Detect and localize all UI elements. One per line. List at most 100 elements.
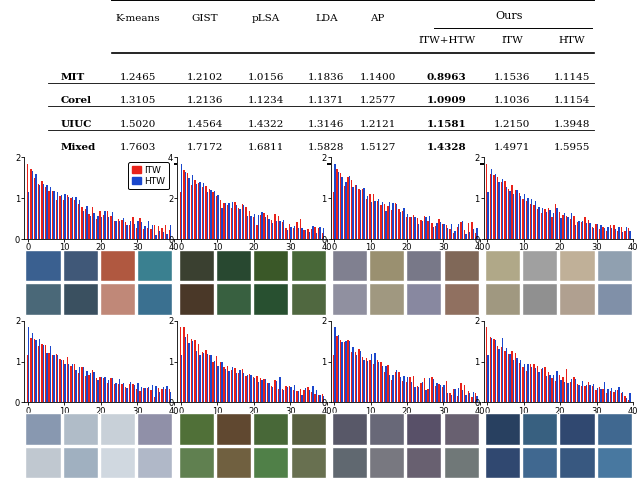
Bar <box>499 182 500 239</box>
Text: 1.4322: 1.4322 <box>248 120 284 129</box>
Bar <box>67 357 68 403</box>
Bar <box>76 370 77 403</box>
Bar <box>31 171 33 239</box>
Bar <box>493 175 495 239</box>
Bar <box>65 363 66 403</box>
Bar <box>445 381 447 403</box>
Bar <box>241 204 243 239</box>
Bar <box>381 202 383 239</box>
Bar <box>103 378 104 403</box>
Text: UIUC: UIUC <box>61 120 92 129</box>
Bar <box>380 363 381 403</box>
Bar <box>256 376 257 403</box>
Bar <box>291 387 292 403</box>
Bar <box>433 227 434 239</box>
Bar <box>356 185 357 239</box>
Bar <box>165 389 166 403</box>
Bar <box>557 208 558 239</box>
Bar <box>622 232 623 239</box>
FancyBboxPatch shape <box>138 413 173 445</box>
Bar <box>285 228 287 239</box>
Bar <box>542 368 543 403</box>
Bar <box>195 181 196 239</box>
Bar <box>471 222 472 239</box>
Bar <box>163 387 164 403</box>
Bar <box>349 176 350 239</box>
Bar <box>553 213 554 239</box>
Bar <box>589 385 591 403</box>
Bar <box>74 364 76 403</box>
Bar <box>130 221 131 239</box>
Bar <box>476 228 477 239</box>
Bar <box>451 395 452 403</box>
Bar <box>314 227 316 239</box>
Bar <box>294 385 295 403</box>
Bar <box>413 215 414 239</box>
Bar <box>90 373 92 403</box>
Bar <box>618 227 620 239</box>
Bar <box>349 341 350 403</box>
Bar <box>464 230 465 239</box>
Bar <box>230 208 232 239</box>
Bar <box>86 206 88 239</box>
Bar <box>49 191 50 239</box>
Bar <box>221 362 223 403</box>
Bar <box>70 198 72 239</box>
Bar <box>520 360 522 403</box>
FancyBboxPatch shape <box>253 413 288 445</box>
FancyBboxPatch shape <box>369 413 404 445</box>
Bar <box>549 375 550 403</box>
Bar <box>373 364 374 403</box>
Bar <box>425 390 427 403</box>
Bar <box>365 199 367 239</box>
Bar <box>555 204 557 239</box>
Bar <box>282 390 283 403</box>
Bar <box>458 224 460 239</box>
Bar <box>607 227 609 239</box>
Bar <box>209 355 210 403</box>
Bar <box>250 375 252 403</box>
Bar <box>35 340 36 403</box>
Bar <box>451 224 452 239</box>
Bar <box>433 379 434 403</box>
Bar <box>602 390 604 403</box>
Bar <box>497 346 499 403</box>
Bar <box>486 327 487 403</box>
Bar <box>79 367 80 403</box>
FancyBboxPatch shape <box>522 447 557 478</box>
Text: 1.1400: 1.1400 <box>360 73 396 82</box>
Bar <box>196 351 197 403</box>
Bar <box>191 339 192 403</box>
Bar <box>125 222 126 239</box>
Bar <box>506 348 507 403</box>
FancyBboxPatch shape <box>484 250 520 281</box>
Bar <box>344 342 345 403</box>
Bar <box>418 224 419 239</box>
Bar <box>119 222 120 239</box>
Bar <box>544 209 545 239</box>
Bar <box>511 185 513 239</box>
Bar <box>267 383 268 403</box>
Bar <box>564 212 565 239</box>
Bar <box>422 221 423 239</box>
Text: Ours: Ours <box>495 11 523 21</box>
Bar <box>147 389 148 403</box>
Bar <box>617 231 618 239</box>
Bar <box>296 392 298 403</box>
Bar <box>108 380 109 403</box>
Bar <box>30 338 31 403</box>
Bar <box>246 216 248 239</box>
Bar <box>311 392 312 403</box>
Text: Mixed: Mixed <box>61 143 96 152</box>
Bar <box>264 378 265 403</box>
FancyBboxPatch shape <box>100 283 135 315</box>
Bar <box>307 387 308 403</box>
Text: MIT: MIT <box>61 73 85 82</box>
Bar <box>45 187 46 239</box>
Bar <box>68 197 69 239</box>
Bar <box>428 389 429 403</box>
FancyBboxPatch shape <box>26 250 61 281</box>
Bar <box>92 370 93 403</box>
Bar <box>438 384 440 403</box>
FancyBboxPatch shape <box>406 283 442 315</box>
